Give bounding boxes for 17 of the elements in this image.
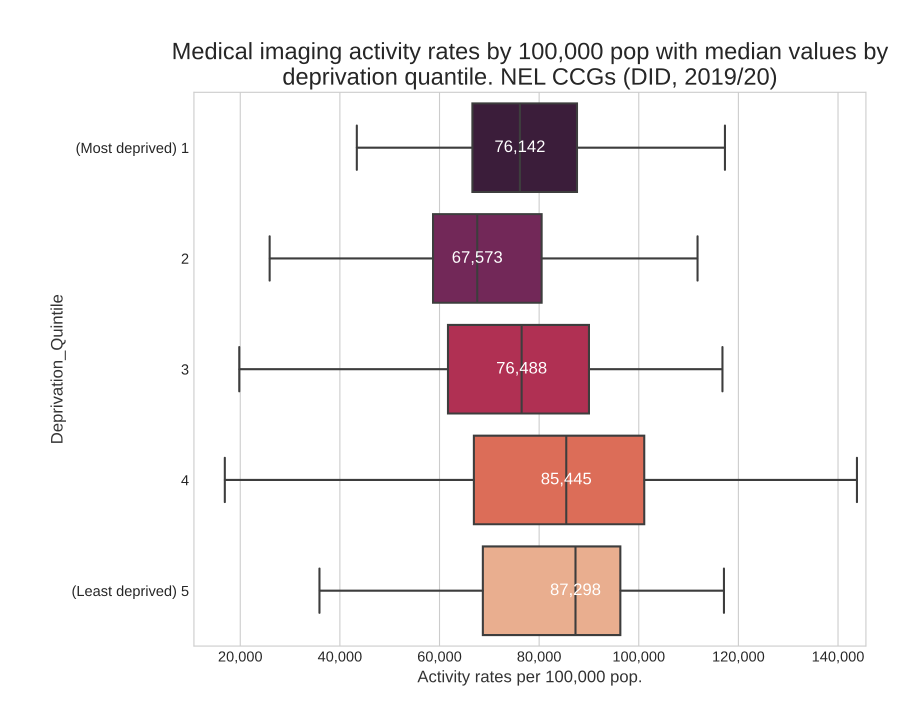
x-axis-title: Activity rates per 100,000 pop. — [417, 670, 641, 686]
x-tick-label: 40,000 — [318, 651, 362, 664]
y-axis-title: Deprivation_Quintile — [50, 294, 66, 443]
chart-title: Medical imaging activity rates by 100,000 pop with median values by deprivation quantile. NEL CCGs (DID, 2019/20) — [174, 42, 888, 90]
y-tick-label: 3 — [182, 364, 188, 375]
text: 76,142 — [495, 140, 545, 154]
x-tick-label: 20,000 — [218, 651, 262, 664]
x-tick-label: 100,000 — [614, 651, 665, 664]
y-tick-label: 2 — [182, 254, 188, 264]
y-tick-label: (Most deprived) 1 — [76, 142, 188, 156]
x-tick-label: 80,000 — [517, 651, 561, 664]
x-tick-label: 60,000 — [418, 651, 462, 664]
x-tick-label: 120,000 — [713, 651, 764, 664]
y-tick-label: 4 — [181, 475, 189, 486]
y-tick-label: (Least deprived) 5 — [72, 585, 188, 600]
x-tick-label: 140,000 — [812, 651, 864, 664]
text: 67,573 — [452, 251, 502, 265]
